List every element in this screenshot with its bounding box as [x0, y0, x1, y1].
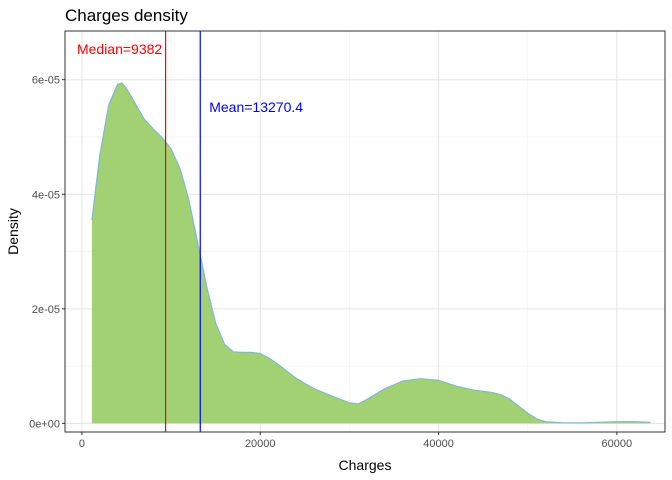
- density-area: [91, 83, 651, 424]
- x-tick-label: 20000: [245, 438, 276, 450]
- y-tick-label: 2e-05: [32, 304, 60, 316]
- density-series: [91, 82, 651, 424]
- median-label: Median=9382: [77, 41, 162, 57]
- x-tick-label: 0: [79, 438, 85, 450]
- y-axis: 0e+00 2e-05 4e-05 6e-05: [29, 75, 65, 430]
- panel-border: [64, 30, 666, 433]
- y-axis-title: Density: [5, 208, 21, 255]
- x-axis: 0 20000 40000 60000: [79, 432, 632, 450]
- y-tick-label: 0e+00: [29, 418, 60, 430]
- y-tick-label: 4e-05: [32, 189, 60, 201]
- x-tick-label: 40000: [423, 438, 454, 450]
- chart-title: Charges density: [65, 6, 188, 25]
- density-curve: [91, 82, 651, 424]
- y-tick-label: 6e-05: [32, 75, 60, 87]
- x-axis-title: Charges: [339, 457, 392, 473]
- x-tick-label: 60000: [602, 438, 633, 450]
- mean-label: Mean=13270.4: [209, 99, 303, 115]
- reference-lines: Median=9382 Mean=13270.4: [77, 31, 303, 432]
